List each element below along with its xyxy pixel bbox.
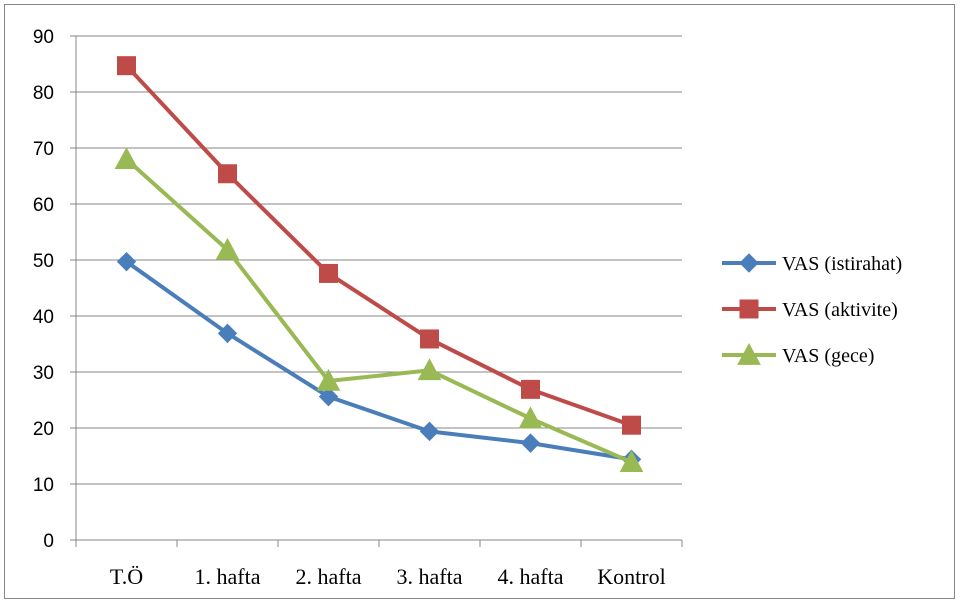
- axes: 0 10 20 30 40 50 60 70 80 90 T.Ö 1. hafta 2. hafta 3.…: [33, 27, 683, 589]
- series-line: [125, 260, 632, 462]
- x-tick-label: 4. hafta: [498, 564, 564, 589]
- legend-label: VAS (aktivite): [782, 299, 898, 321]
- series-line: [125, 64, 633, 428]
- series-0: [116, 251, 642, 470]
- y-tick-label: 30: [33, 363, 54, 384]
- x-tick-label: 2. hafta: [296, 564, 362, 589]
- x-tick-label: Kontrol: [597, 564, 665, 589]
- legend-item-2: VAS (gece): [722, 342, 874, 367]
- y-tick-label: 90: [33, 27, 54, 48]
- data-point: [420, 329, 439, 349]
- data-point: [419, 421, 440, 442]
- data-point: [215, 237, 240, 260]
- data-point: [622, 415, 641, 435]
- series-1: [117, 56, 641, 435]
- legend-item-1: VAS (aktivite): [722, 299, 898, 321]
- legend-item-0: VAS (istirahat): [722, 253, 902, 275]
- data-point: [114, 147, 139, 170]
- data-point: [316, 368, 341, 391]
- legend-marker: [739, 253, 759, 273]
- y-tick-label: 50: [33, 251, 54, 272]
- legend: VAS (istirahat) VAS (aktivite) VAS (gece): [722, 253, 902, 367]
- data-point: [218, 164, 237, 184]
- series-line: [125, 157, 633, 464]
- data-point: [116, 251, 137, 272]
- data-point: [520, 433, 541, 453]
- series-group: [114, 56, 644, 473]
- legend-label: VAS (gece): [782, 345, 874, 367]
- y-tick-label: 20: [33, 419, 54, 440]
- series-2: [114, 147, 644, 473]
- x-tick-label: T.Ö: [110, 564, 143, 589]
- data-point: [217, 323, 238, 344]
- data-point: [518, 406, 543, 429]
- data-point: [619, 450, 644, 473]
- legend-label: VAS (istirahat): [782, 253, 902, 275]
- x-tick-label: 3. hafta: [397, 564, 463, 589]
- legend-marker: [739, 299, 759, 319]
- legend-marker: [737, 342, 761, 365]
- gridlines: [76, 35, 682, 485]
- data-point: [117, 56, 136, 76]
- y-tick-label: 60: [33, 195, 54, 216]
- y-tick-label: 10: [33, 475, 54, 496]
- y-tick-label: 70: [33, 139, 54, 160]
- y-tick-label: 40: [33, 307, 54, 328]
- data-point: [417, 358, 442, 381]
- x-tick-label: 1. hafta: [195, 564, 261, 589]
- y-tick-label: 0: [43, 531, 54, 552]
- data-point: [521, 379, 540, 399]
- data-point: [318, 386, 339, 407]
- data-point: [319, 263, 338, 283]
- y-tick-label: 80: [33, 83, 54, 104]
